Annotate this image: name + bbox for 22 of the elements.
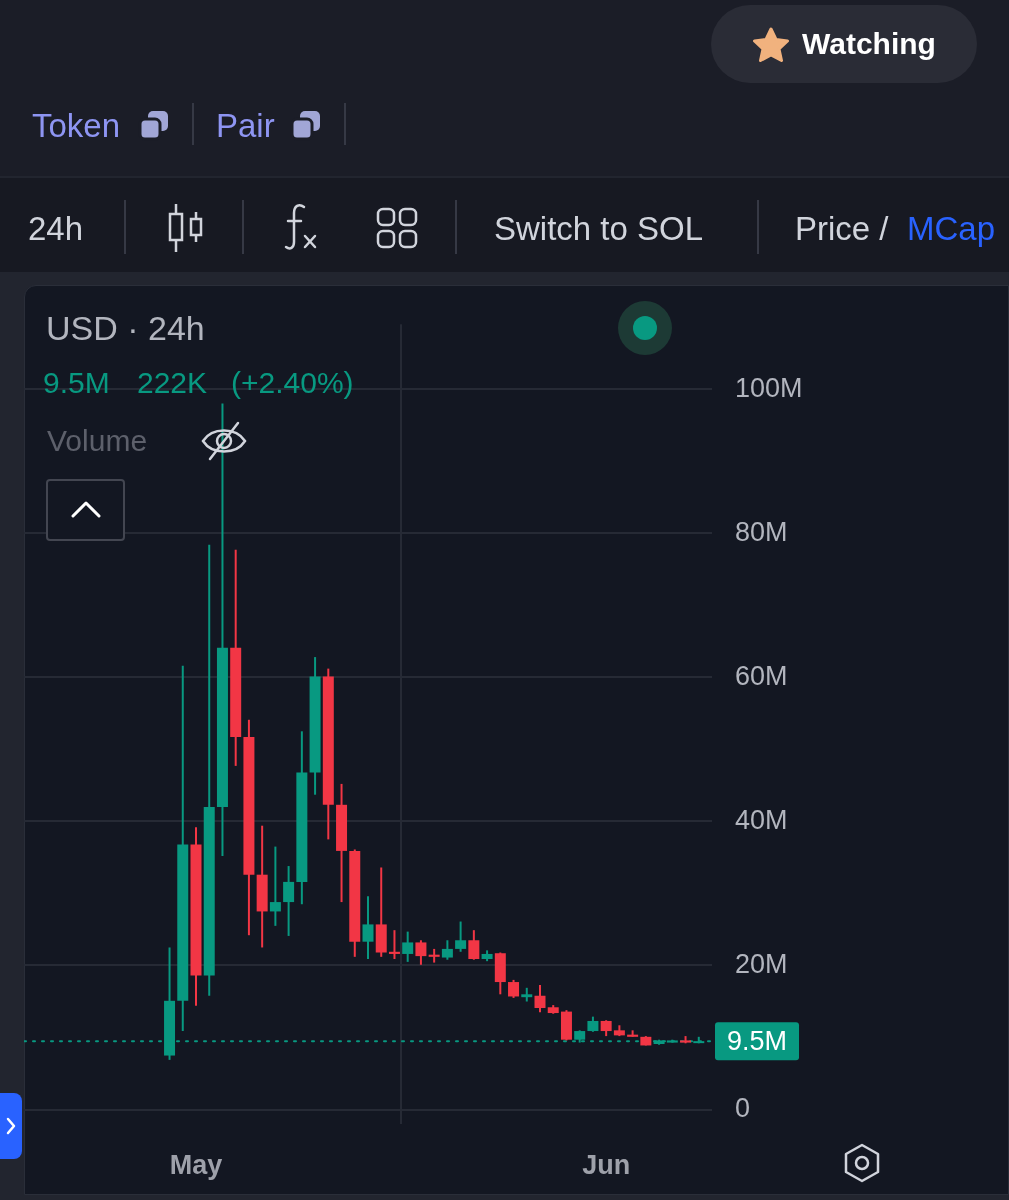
annotation: 222K	[137, 366, 208, 399]
x-tick-label: May	[169, 1149, 223, 1180]
y-tick-label: 40M	[735, 804, 788, 835]
text: Token	[32, 107, 121, 144]
candlestick	[388, 930, 400, 959]
y-tick-label: 0	[735, 1093, 751, 1124]
text: Switch to SOL	[494, 210, 704, 247]
y-tick-label: 80M	[735, 516, 788, 547]
annotation: 9.5M	[43, 366, 110, 399]
chart-title: USD · 24h	[46, 309, 205, 347]
x-tick-label: Jun	[582, 1149, 631, 1180]
text: MCap	[907, 210, 996, 247]
text: Watching	[802, 27, 936, 60]
y-tick-label: 100M	[735, 372, 803, 403]
ref-line-label: 9.5M	[727, 1025, 788, 1056]
text: Price /	[795, 210, 889, 247]
text: Pair	[216, 107, 275, 144]
text: 24h	[28, 210, 84, 247]
annotation: Volume	[47, 424, 148, 457]
annotation: (+2.40%)	[231, 366, 354, 399]
y-tick-label: 60M	[735, 660, 788, 691]
y-tick-label: 20M	[735, 948, 788, 979]
